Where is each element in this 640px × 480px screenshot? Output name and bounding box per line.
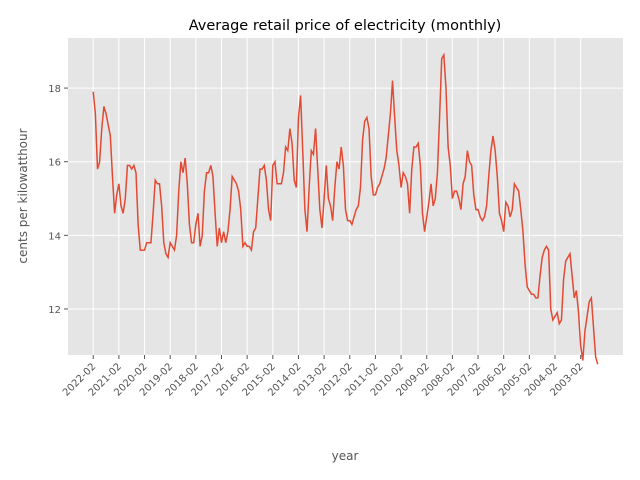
- y-tick-label: 18: [48, 84, 61, 95]
- y-tick-label: 16: [48, 158, 61, 169]
- data-line: [92, 52, 599, 365]
- y-axis-label: cents per kilowatthour: [16, 128, 30, 263]
- y-tick-label: 12: [48, 305, 61, 316]
- x-axis-label: year: [332, 449, 359, 463]
- y-tick-label: 14: [48, 231, 61, 242]
- chart-title: Average retail price of electricity (mon…: [189, 18, 502, 34]
